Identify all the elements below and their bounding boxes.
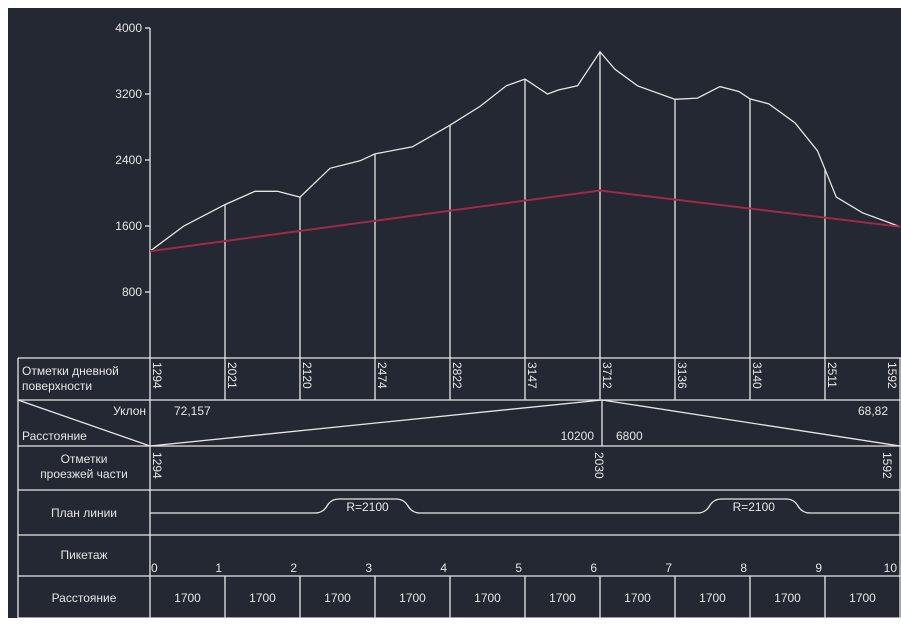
picket-label: 4: [440, 561, 447, 575]
distance-value: 1700: [324, 591, 351, 605]
roadway-start-value: 1294: [150, 452, 164, 479]
line-plan-path: [150, 498, 900, 514]
roadway-mid-value: 2030: [592, 452, 606, 479]
y-tick-label: 4000: [115, 21, 142, 35]
roadway-marks-header: Отметки проезжей части: [40, 452, 128, 481]
picket-label: 7: [665, 561, 672, 575]
y-tick-label: 800: [122, 285, 142, 299]
roadway-end-value: 1592: [880, 452, 894, 479]
ordinate-label: 3712: [600, 362, 614, 389]
table-grid: [17, 357, 901, 618]
slope-header: Уклон: [113, 404, 146, 418]
picket-label: 0: [151, 561, 158, 575]
distance-value: 1700: [399, 591, 426, 605]
picket-label: 2: [290, 561, 297, 575]
picket-label: 1: [215, 561, 222, 575]
ordinate-labels: 1294 2021 2120 2474 2822 3147 3712 3136 3140 2511…: [150, 358, 899, 400]
y-tick-label: 2400: [115, 153, 142, 167]
distance-value: 1700: [174, 591, 201, 605]
ordinate-label: 2120: [300, 362, 314, 389]
slope-rise-line: [149, 399, 603, 447]
picket-label: 8: [740, 561, 747, 575]
ground-marks-header: Отметки дневной поверхности: [22, 364, 119, 393]
distance-value: 1700: [474, 591, 501, 605]
picket-label: 3: [365, 561, 372, 575]
slope-right-distance: 6800: [616, 429, 643, 443]
y-ticks: 800 1600 2400 3200 4000: [115, 21, 150, 299]
ordinate-label: 1592: [885, 362, 899, 389]
picket-header: Пикетаж: [60, 548, 107, 562]
ordinate-label: 1294: [150, 362, 164, 389]
station-verticals: [224, 51, 826, 358]
distance-value: 1700: [249, 591, 276, 605]
design-grade-line: [149, 189, 901, 253]
curve-radius-label: R=2100: [733, 500, 776, 514]
picket-label: 6: [590, 561, 597, 575]
slope-distance-header: Расстояние: [22, 429, 87, 443]
picket-label: 10: [884, 561, 898, 575]
ordinate-label: 3140: [750, 362, 764, 389]
distance-value: 1700: [699, 591, 726, 605]
profile-drawing: 800 1600 2400 3200 4000 Отметки дневной повер…: [8, 8, 901, 618]
slope-left-distance: 10200: [561, 429, 595, 443]
distance-value: 1700: [549, 591, 576, 605]
ordinate-label: 2511: [825, 362, 839, 388]
curve-radius-label: R=2100: [346, 500, 389, 514]
distance-value: 1700: [849, 591, 876, 605]
ordinate-label: 2822: [450, 362, 464, 389]
y-tick-label: 1600: [115, 219, 142, 233]
distance-value: 1700: [624, 591, 651, 605]
slope-left-value: 72,157: [174, 404, 211, 418]
distance-cells: 1700 1700 1700 1700 1700 1700 1700 1700 1700 1700: [174, 576, 876, 618]
ordinate-label: 2474: [375, 362, 389, 389]
distance-header: Расстояние: [52, 591, 117, 605]
slope-header-diagonal: [17, 399, 151, 447]
ordinate-label: 3147: [525, 362, 539, 389]
line-plan: R=2100 R=2100: [150, 498, 900, 514]
y-tick-label: 3200: [115, 87, 142, 101]
distance-value: 1700: [774, 591, 801, 605]
slope-fall-line: [601, 399, 901, 447]
profile-svg: 800 1600 2400 3200 4000 Отметки дневной повер…: [17, 21, 901, 618]
picket-label: 5: [515, 561, 522, 575]
line-plan-header: План линии: [51, 506, 117, 520]
ordinate-label: 2021: [225, 362, 239, 389]
ordinate-label: 3136: [675, 362, 689, 389]
ground-profile-line: [149, 50, 901, 252]
picket-label: 9: [815, 561, 822, 575]
slope-right-value: 68,82: [858, 404, 888, 418]
picket-labels: 0 1 2 3 4 5 6 7 8 9 10: [151, 561, 897, 575]
